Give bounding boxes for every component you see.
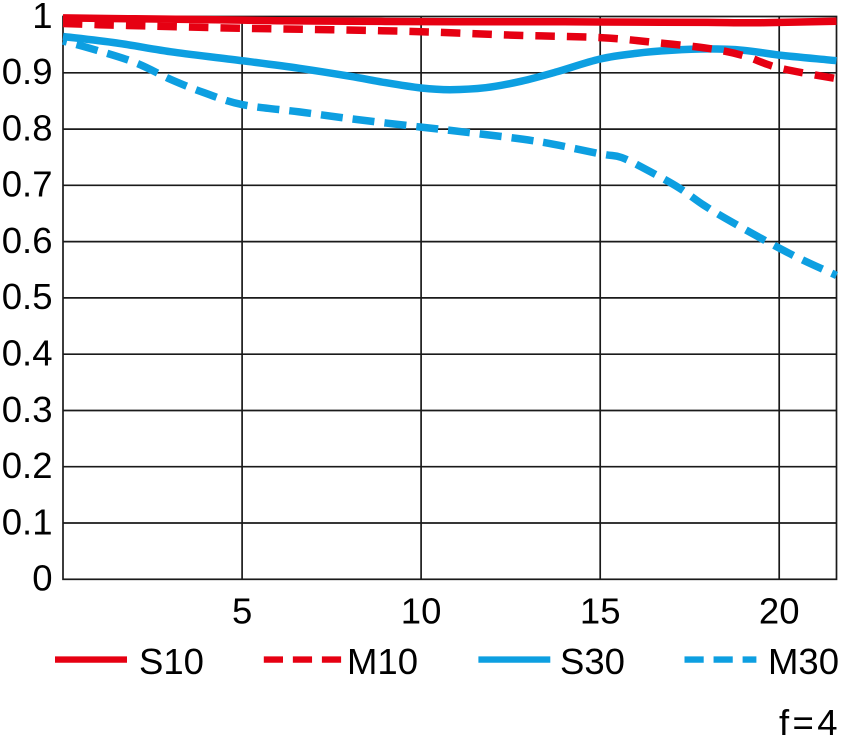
svg-text:10: 10 <box>401 591 442 632</box>
svg-text:5: 5 <box>232 591 252 632</box>
svg-text:20: 20 <box>759 591 800 632</box>
svg-text:0.7: 0.7 <box>2 164 53 205</box>
svg-text:M10: M10 <box>347 641 418 682</box>
svg-text:S10: S10 <box>139 641 204 682</box>
svg-text:0.6: 0.6 <box>2 220 53 261</box>
svg-text:f=4: f=4 <box>779 702 841 738</box>
svg-text:15: 15 <box>580 591 621 632</box>
svg-text:0.3: 0.3 <box>2 389 53 430</box>
svg-text:0: 0 <box>32 558 52 599</box>
svg-text:0.5: 0.5 <box>2 276 53 317</box>
svg-text:0.1: 0.1 <box>2 501 53 542</box>
svg-text:0.8: 0.8 <box>2 107 53 148</box>
svg-text:S30: S30 <box>560 641 625 682</box>
svg-text:M30: M30 <box>768 641 839 682</box>
svg-text:1: 1 <box>32 0 52 36</box>
svg-text:0.9: 0.9 <box>2 51 53 92</box>
svg-text:0.2: 0.2 <box>2 445 53 486</box>
svg-text:0.4: 0.4 <box>2 333 53 374</box>
